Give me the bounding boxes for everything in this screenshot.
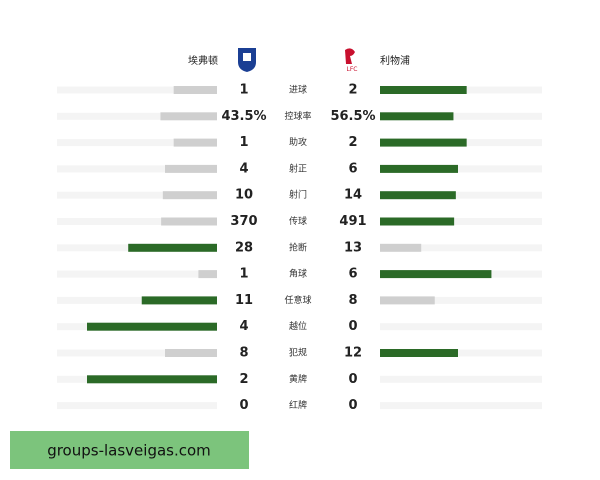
away-track (380, 349, 542, 357)
home-track (57, 139, 217, 147)
away-value: 0 (348, 398, 357, 413)
away-value: 2 (348, 135, 357, 150)
away-track (380, 296, 542, 304)
home-bar (165, 349, 217, 357)
home-track (57, 349, 217, 357)
away-bar (380, 164, 458, 173)
home-value: 8 (239, 346, 248, 361)
away-value: 14 (344, 188, 362, 203)
watermark-box (10, 431, 249, 469)
away-track (380, 244, 542, 252)
away-value: 8 (348, 293, 357, 308)
home-value: 1 (239, 83, 248, 98)
stat-label: 黄牌 (289, 373, 307, 385)
home-track (57, 112, 217, 120)
away-track (380, 165, 542, 173)
away-bar (380, 270, 492, 279)
home-bar (160, 112, 217, 121)
home-bar (162, 191, 217, 200)
svg-text:LFC: LFC (347, 66, 358, 73)
home-bar (141, 296, 217, 305)
home-bar (173, 138, 217, 147)
stat-label: 进球 (289, 84, 307, 96)
home-value: 43.5% (221, 109, 266, 124)
away-track (380, 323, 542, 331)
away-logo: LFC (345, 48, 357, 73)
away-bar (380, 112, 454, 121)
home-value: 370 (230, 214, 257, 229)
away-value: 6 (348, 267, 357, 282)
away-bar (380, 349, 458, 357)
home-value: 10 (235, 188, 253, 203)
stat-label: 越位 (289, 320, 307, 332)
home-value: 1 (239, 267, 248, 282)
away-team: 利物浦 (380, 54, 410, 67)
home-bar (161, 217, 217, 226)
away-track (380, 191, 542, 199)
stat-label: 红牌 (289, 399, 307, 411)
home-value: 0 (239, 398, 248, 413)
stat-label: 助攻 (289, 136, 307, 148)
home-value: 4 (239, 161, 248, 176)
home-value: 28 (235, 240, 253, 255)
away-value: 13 (344, 240, 362, 255)
home-team: 埃弗顿 (188, 54, 218, 67)
away-track (380, 112, 542, 120)
home-bar (87, 322, 217, 331)
away-value: 2 (348, 83, 357, 98)
away-value: 0 (348, 319, 357, 334)
away-bar (380, 296, 435, 305)
away-bar (380, 86, 467, 94)
home-value: 11 (235, 293, 253, 308)
home-value: 2 (239, 372, 248, 387)
stat-label: 传球 (289, 215, 307, 227)
stat-label: 射门 (289, 189, 307, 201)
home-track (57, 191, 217, 199)
home-bar (198, 270, 217, 279)
home-bar (165, 164, 217, 173)
home-value: 4 (239, 319, 248, 334)
away-bar (380, 138, 467, 147)
away-bar (380, 243, 422, 252)
home-track (57, 218, 217, 225)
stat-label: 任意球 (284, 294, 311, 306)
home-bar (87, 375, 217, 384)
home-track (57, 165, 217, 173)
watermark: groups-lasveigas.com (47, 442, 211, 460)
away-bar (380, 191, 456, 200)
away-value: 56.5% (330, 109, 375, 124)
home-track (57, 402, 217, 410)
home-track (57, 270, 217, 278)
home-value: 1 (239, 135, 248, 150)
stat-label: 角球 (289, 268, 307, 280)
away-track (380, 218, 542, 225)
away-value: 6 (348, 161, 357, 176)
home-bar (128, 243, 217, 252)
away-value: 491 (339, 214, 366, 229)
stat-label: 控球率 (284, 110, 311, 122)
home-logo (238, 48, 256, 72)
stat-label: 犯规 (289, 348, 307, 359)
away-value: 0 (348, 372, 357, 387)
home-track (57, 86, 217, 94)
away-track (380, 375, 542, 383)
away-value: 12 (344, 346, 362, 361)
stat-label: 抢断 (289, 241, 307, 253)
home-bar (173, 86, 217, 94)
stat-label: 射正 (289, 162, 307, 174)
home-track (57, 296, 217, 304)
away-bar (380, 217, 455, 226)
away-track (380, 402, 542, 410)
